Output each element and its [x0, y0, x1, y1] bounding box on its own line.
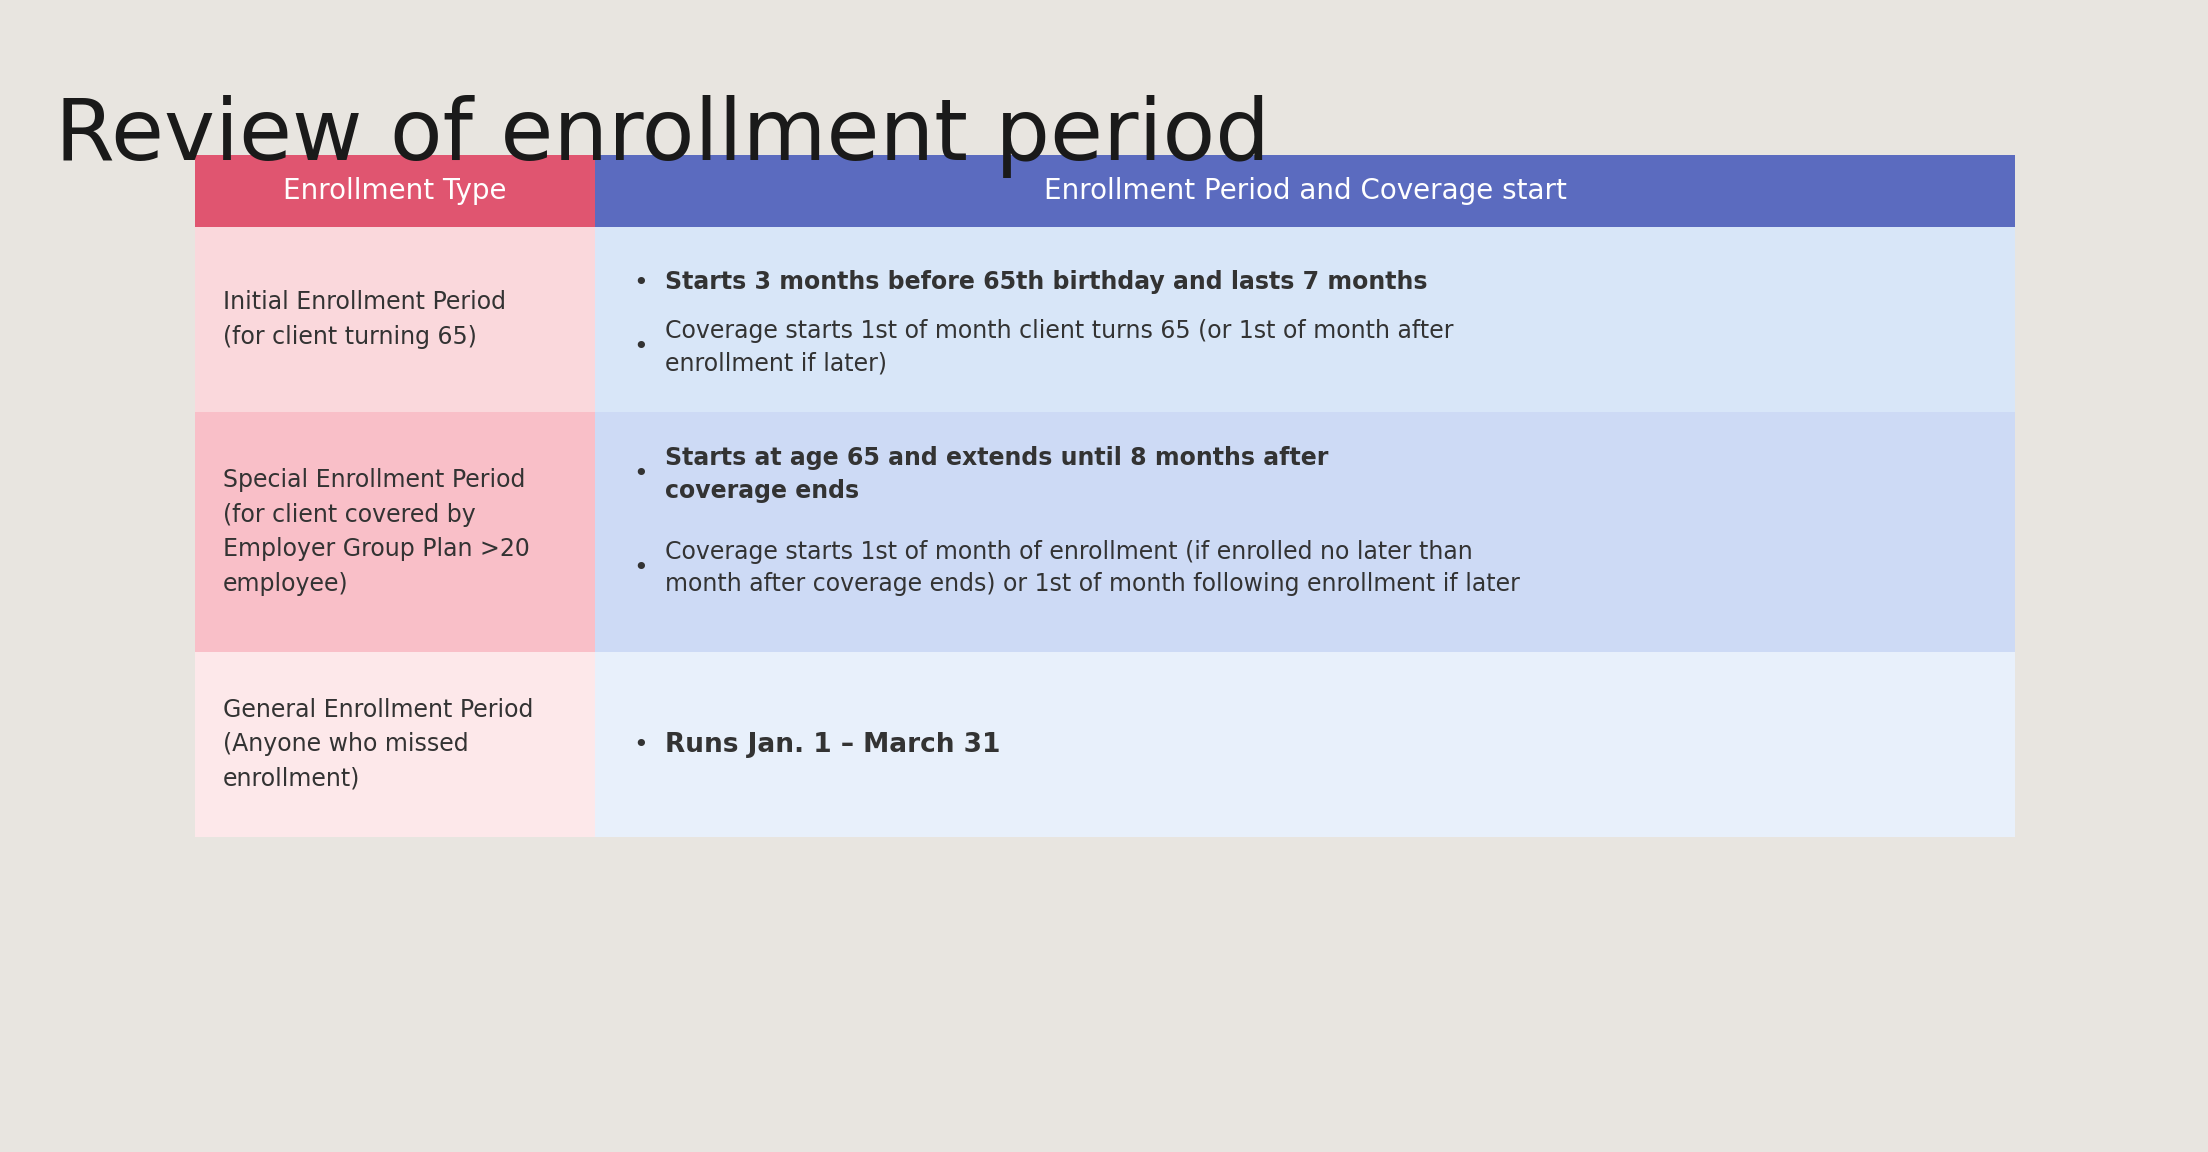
Text: •: • — [634, 733, 647, 757]
Text: Review of enrollment period: Review of enrollment period — [55, 94, 1270, 179]
Bar — [594, 412, 2016, 652]
Bar — [594, 652, 2016, 838]
Text: Enrollment Type: Enrollment Type — [283, 177, 508, 205]
Text: •: • — [634, 462, 647, 486]
Text: Coverage starts 1st of month client turns 65 (or 1st of month after
enrollment i: Coverage starts 1st of month client turn… — [665, 319, 1453, 376]
Text: •: • — [634, 271, 647, 295]
Text: •: • — [634, 335, 647, 359]
Bar — [194, 227, 594, 412]
Text: Initial Enrollment Period
(for client turning 65): Initial Enrollment Period (for client tu… — [223, 290, 506, 349]
Text: Coverage starts 1st of month of enrollment (if enrolled no later than
month afte: Coverage starts 1st of month of enrollme… — [665, 540, 1519, 597]
Bar — [194, 652, 594, 838]
Text: General Enrollment Period
(Anyone who missed
enrollment): General Enrollment Period (Anyone who mi… — [223, 698, 534, 791]
Bar — [594, 227, 2016, 412]
Text: •: • — [634, 556, 647, 579]
Text: Enrollment Period and Coverage start: Enrollment Period and Coverage start — [1044, 177, 1565, 205]
Bar — [194, 156, 594, 227]
Text: Starts at age 65 and extends until 8 months after
coverage ends: Starts at age 65 and extends until 8 mon… — [665, 446, 1329, 502]
Text: Runs Jan. 1 – March 31: Runs Jan. 1 – March 31 — [665, 732, 1000, 758]
Bar — [194, 412, 594, 652]
Text: Starts 3 months before 65th birthday and lasts 7 months: Starts 3 months before 65th birthday and… — [665, 271, 1429, 295]
Text: Special Enrollment Period
(for client covered by
Employer Group Plan >20
employe: Special Enrollment Period (for client co… — [223, 469, 530, 596]
Bar — [594, 156, 2016, 227]
